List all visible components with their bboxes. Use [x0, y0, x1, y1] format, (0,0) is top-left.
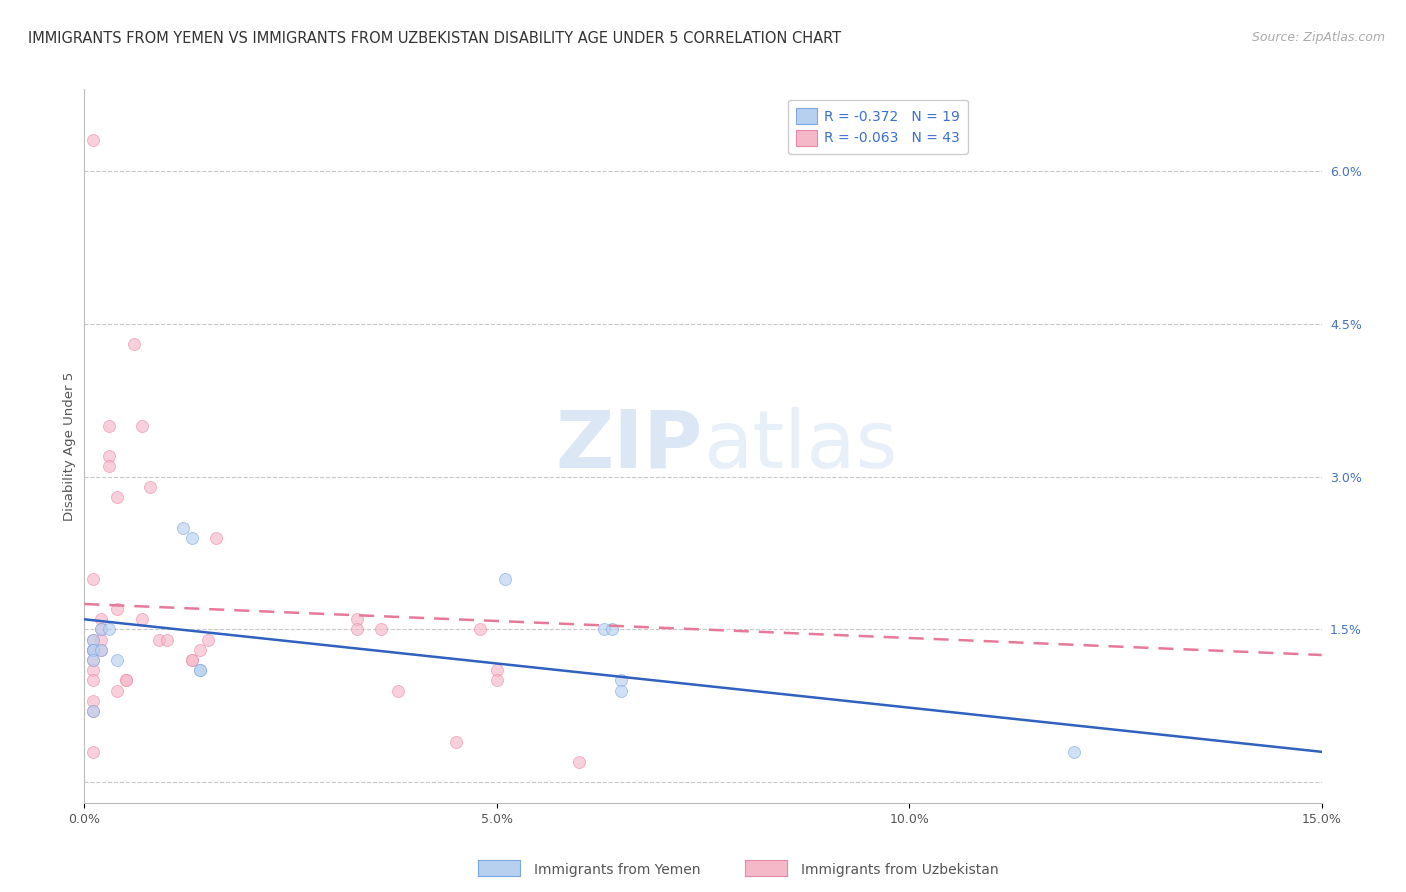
Point	[82, 704, 104, 718]
Point	[346, 623, 368, 637]
Point	[156, 632, 179, 647]
Point	[131, 418, 153, 433]
Point	[205, 531, 228, 545]
Y-axis label: Disability Age Under 5: Disability Age Under 5	[63, 371, 76, 521]
Point	[82, 643, 104, 657]
Point	[98, 449, 121, 463]
Point	[188, 663, 211, 677]
Point	[370, 623, 392, 637]
Text: Immigrants from Uzbekistan: Immigrants from Uzbekistan	[801, 863, 1000, 877]
Point	[197, 632, 219, 647]
Point	[180, 653, 202, 667]
Point	[172, 520, 194, 534]
Point	[82, 133, 104, 147]
Point	[82, 673, 104, 688]
Point	[82, 694, 104, 708]
Point	[485, 663, 508, 677]
Point	[188, 643, 211, 657]
Point	[90, 643, 112, 657]
Point	[98, 459, 121, 474]
Point	[494, 572, 516, 586]
Point	[98, 418, 121, 433]
Legend: R = -0.372   N = 19, R = -0.063   N = 43: R = -0.372 N = 19, R = -0.063 N = 43	[787, 100, 969, 154]
Point	[346, 612, 368, 626]
Point	[98, 623, 121, 637]
Point	[114, 673, 136, 688]
Point	[114, 673, 136, 688]
Point	[82, 632, 104, 647]
Point	[568, 755, 591, 769]
Point	[148, 632, 170, 647]
Point	[139, 480, 162, 494]
Point	[609, 683, 631, 698]
Point	[470, 623, 492, 637]
Point	[90, 632, 112, 647]
Point	[444, 734, 467, 748]
Point	[1063, 745, 1085, 759]
Point	[485, 673, 508, 688]
Point	[600, 623, 623, 637]
Text: Source: ZipAtlas.com: Source: ZipAtlas.com	[1251, 31, 1385, 45]
Point	[90, 623, 112, 637]
Point	[82, 704, 104, 718]
Point	[82, 643, 104, 657]
Point	[82, 653, 104, 667]
Point	[180, 653, 202, 667]
Point	[82, 632, 104, 647]
Point	[82, 643, 104, 657]
Point	[90, 612, 112, 626]
Point	[105, 683, 128, 698]
Point	[609, 673, 631, 688]
Point	[131, 612, 153, 626]
Text: ZIP: ZIP	[555, 407, 703, 485]
Point	[593, 623, 616, 637]
Text: Immigrants from Yemen: Immigrants from Yemen	[534, 863, 700, 877]
Point	[105, 490, 128, 504]
Point	[188, 663, 211, 677]
Point	[82, 643, 104, 657]
Point	[90, 623, 112, 637]
Text: atlas: atlas	[703, 407, 897, 485]
Point	[180, 531, 202, 545]
Point	[82, 745, 104, 759]
Point	[122, 337, 145, 351]
Point	[82, 663, 104, 677]
Point	[90, 643, 112, 657]
Point	[82, 653, 104, 667]
Text: IMMIGRANTS FROM YEMEN VS IMMIGRANTS FROM UZBEKISTAN DISABILITY AGE UNDER 5 CORRE: IMMIGRANTS FROM YEMEN VS IMMIGRANTS FROM…	[28, 31, 841, 46]
Point	[387, 683, 409, 698]
Point	[82, 572, 104, 586]
Point	[105, 602, 128, 616]
Point	[105, 653, 128, 667]
